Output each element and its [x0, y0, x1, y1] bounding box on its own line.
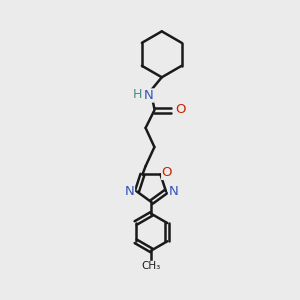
Text: N: N — [125, 185, 134, 198]
Text: H: H — [133, 88, 142, 100]
Text: O: O — [162, 167, 172, 179]
Text: N: N — [169, 185, 178, 198]
Text: N: N — [144, 89, 154, 102]
Text: O: O — [175, 103, 186, 116]
Text: CH₃: CH₃ — [142, 261, 161, 271]
